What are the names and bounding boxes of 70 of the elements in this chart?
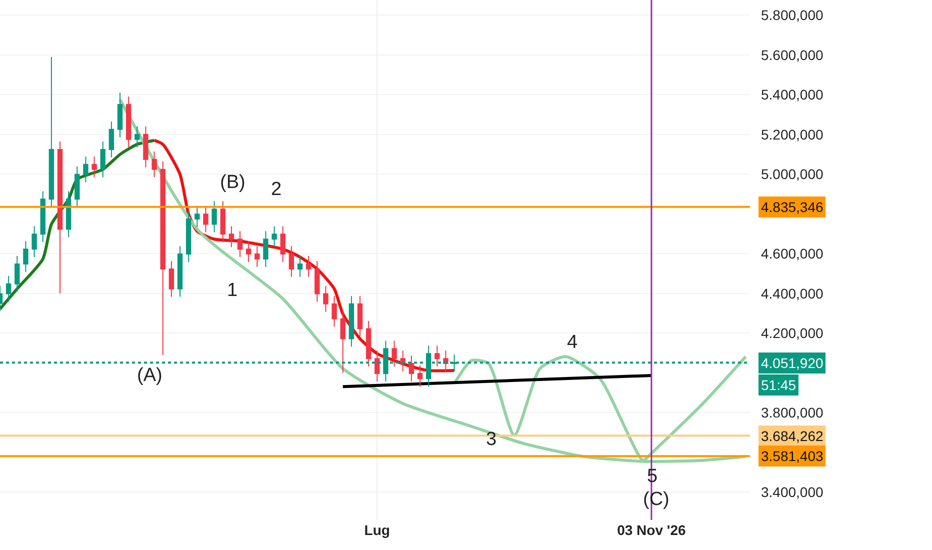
candlestick	[66, 190, 72, 238]
candlestick	[220, 200, 226, 243]
candlestick	[6, 275, 12, 302]
candlestick	[237, 230, 243, 258]
candlestick	[143, 126, 148, 168]
annotation: 4	[567, 332, 578, 353]
y-tick-label: 5.400,000	[761, 86, 824, 103]
candlestick	[272, 226, 277, 248]
y-tick-label: 3.800,000	[761, 404, 824, 421]
annotation: 2	[271, 179, 282, 200]
candlestick	[100, 141, 106, 178]
candlestick	[254, 246, 260, 268]
candlestick	[417, 365, 423, 388]
candlestick	[92, 156, 97, 178]
candlestick	[212, 200, 217, 233]
y-tick-label: 3.400,000	[761, 484, 824, 500]
candlestick	[126, 96, 132, 148]
annotation: (B)	[220, 172, 246, 193]
annotation: 1	[227, 280, 238, 301]
candlestick	[288, 246, 294, 278]
candlestick	[57, 141, 63, 294]
candlestick	[323, 285, 328, 312]
candlestick	[117, 92, 123, 138]
candlestick	[280, 226, 286, 262]
candlestick	[392, 340, 397, 368]
y-tick-label: 4.200,000	[761, 325, 824, 342]
candlestick	[194, 206, 200, 228]
candlestick	[408, 355, 414, 382]
candlestick	[14, 256, 20, 292]
candlestick	[246, 240, 252, 262]
candlestick	[177, 246, 183, 298]
x-tick-label: Lug	[364, 522, 390, 538]
y-tick-label: 5.600,000	[761, 46, 824, 63]
y-tick-label: 4.600,000	[761, 246, 824, 262]
text: 51:45	[761, 377, 796, 393]
ref-line-label: 3.684,262	[761, 428, 824, 444]
candlestick	[306, 256, 312, 278]
candlestick	[40, 190, 46, 243]
candlestick	[152, 150, 157, 178]
candlestick	[374, 350, 380, 382]
y-tick-label: 5.200,000	[761, 126, 824, 142]
candlestick	[160, 160, 166, 356]
candlestick	[228, 226, 234, 248]
candlestick	[263, 230, 268, 268]
candlestick	[434, 345, 440, 368]
candlestick	[332, 295, 337, 328]
candlestick	[357, 295, 363, 338]
candlestick	[108, 120, 114, 158]
y-tick-label: 5.000,000	[761, 166, 824, 182]
candlestick	[348, 295, 354, 348]
candlestick	[83, 156, 88, 183]
candlestick	[366, 320, 372, 368]
candlestick	[186, 210, 192, 262]
y-tick-label: 5.800,000	[761, 7, 824, 24]
candlestick	[74, 166, 80, 208]
candlestick	[203, 206, 208, 233]
candlestick	[314, 260, 320, 302]
candlestick	[297, 256, 303, 278]
candlestick	[32, 226, 37, 258]
ref-line-label: 4.051,920	[761, 355, 824, 371]
x-tick-label: 03 Nov '26	[617, 522, 686, 538]
ref-line-label: 4.835,346	[761, 199, 824, 215]
candlestick	[48, 56, 54, 208]
candlestick	[134, 126, 140, 148]
candlestick	[340, 310, 346, 374]
ref-line-label: 3.581,403	[761, 448, 824, 464]
y-tick-label: 4.400,000	[761, 285, 824, 302]
candlestick	[23, 240, 28, 272]
candlestick	[168, 260, 174, 298]
annotation: (A)	[137, 365, 162, 386]
